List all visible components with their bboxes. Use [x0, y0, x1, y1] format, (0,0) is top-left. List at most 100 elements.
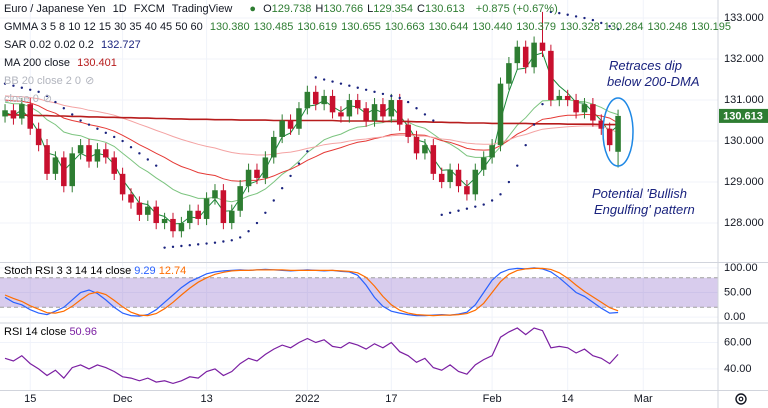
- indicator-line: [4, 267, 619, 317]
- x-tick-label: Feb: [483, 393, 502, 405]
- candle-body: [103, 149, 109, 158]
- sar-dot: [188, 243, 191, 247]
- candle-body: [371, 104, 378, 121]
- candle-body: [245, 169, 252, 187]
- candle-body: [111, 157, 117, 174]
- candle-body: [119, 173, 126, 195]
- gmma-line: [4, 95, 619, 156]
- sar-dot: [448, 211, 452, 214]
- sar-dot: [222, 240, 225, 243]
- sar-dot: [71, 113, 74, 116]
- ohlc-label: L: [367, 3, 374, 15]
- ma-legend: MA 200 close 130.401: [4, 54, 735, 72]
- sar-dot: [423, 113, 427, 116]
- sar-dot: [96, 127, 99, 130]
- sar-dot: [79, 119, 82, 122]
- sar-dot: [306, 150, 309, 153]
- sar-dot: [264, 211, 267, 214]
- candle-body: [396, 100, 403, 125]
- sar-dot: [121, 139, 124, 143]
- candle-body: [480, 157, 487, 170]
- gmma-value: 130.485: [253, 21, 294, 33]
- stoch-title: Stoch RSI 3 3 14 14 close: [4, 265, 132, 277]
- stoch-legend: Stoch RSI 3 3 14 14 close 9.29 12.74: [4, 265, 186, 277]
- gmma-line: [4, 99, 619, 182]
- candle-body: [229, 210, 235, 224]
- candle-body: [44, 145, 50, 174]
- sar-dot: [608, 25, 611, 28]
- x-tick-label: Dec: [113, 393, 133, 405]
- sar-dot: [339, 82, 343, 85]
- header-row: Euro / Japanese Yen 1D FXCM TradingView …: [4, 0, 735, 18]
- candle-body: [270, 136, 277, 158]
- candle-body: [438, 173, 445, 183]
- candle-body: [262, 157, 269, 178]
- sar-dot: [507, 180, 511, 184]
- source: FXCM: [133, 3, 165, 15]
- gmma-legend: GMMA 3 5 8 10 12 15 30 35 40 45 50 60 13…: [4, 18, 735, 36]
- sar-dot: [415, 107, 418, 110]
- ma-name: MA 200 close: [4, 57, 71, 69]
- candle-body: [69, 153, 75, 187]
- candle-body: [556, 95, 563, 101]
- ohlc: O129.738 H130.766 L129.354 C130.613: [263, 3, 469, 15]
- sar-dot: [45, 94, 49, 98]
- sar-legend: SAR 0.02 0.02 0.2 132.727: [4, 36, 735, 54]
- hidden-legend: BB 20 close 2 0 ⊘: [4, 72, 735, 90]
- candle-body: [254, 169, 260, 178]
- gmma-value: 130.380: [209, 21, 250, 33]
- ohlc-label: C: [417, 3, 425, 15]
- candle-body: [606, 128, 613, 146]
- candle-body: [220, 190, 227, 224]
- sar-dot: [348, 84, 351, 87]
- candle-body: [136, 202, 143, 215]
- gmma-value: 130.644: [428, 21, 469, 33]
- settings-hub[interactable]: [738, 396, 744, 402]
- sar-dot: [154, 164, 158, 167]
- sar-dot: [583, 16, 586, 20]
- settings-icon[interactable]: [735, 393, 747, 405]
- ohlc-value: 130.766: [323, 3, 364, 15]
- sar-dot: [398, 96, 401, 100]
- candle-body: [539, 42, 546, 51]
- sar-dot: [364, 88, 368, 91]
- y-tick-label: 132.000: [724, 53, 764, 65]
- stoch-k-value: 9.29: [134, 265, 156, 277]
- marks-layer: [2, 10, 621, 385]
- candle-body: [203, 198, 210, 219]
- gmma-value: 130.379: [516, 21, 556, 33]
- eye-off-icon[interactable]: ⊘: [42, 93, 53, 105]
- eye-off-icon[interactable]: ⊘: [85, 75, 95, 87]
- gmma-value: 130.655: [341, 21, 381, 33]
- candle-body: [304, 91, 311, 109]
- candle-body: [388, 100, 395, 117]
- y-tick-label: 60.00: [724, 336, 752, 348]
- hidden-legend: close 0 ⊘: [4, 90, 735, 108]
- price-label: 130.613: [723, 110, 763, 122]
- ohlc-label: H: [315, 3, 324, 15]
- candle-body: [27, 104, 34, 129]
- candle-body: [346, 100, 353, 117]
- sar-dot: [516, 164, 519, 167]
- candle-body: [296, 108, 302, 129]
- candle-body: [128, 194, 134, 203]
- sar-dot: [104, 131, 108, 135]
- candle-body: [338, 112, 344, 117]
- candle-body: [472, 169, 479, 195]
- candle-body: [153, 206, 159, 224]
- settings-gear[interactable]: [735, 393, 747, 405]
- sar-dot: [373, 90, 376, 94]
- x-tick-label: 17: [385, 393, 397, 405]
- sar-dot: [381, 92, 385, 96]
- sar-dot: [87, 123, 91, 126]
- candle-body: [514, 46, 521, 64]
- candle-body: [522, 46, 529, 68]
- sar-dot: [138, 152, 141, 155]
- gmma-name: GMMA 3 5 8 10 12 15 30 35 40 45 50 60: [4, 21, 203, 33]
- sar-dot: [591, 18, 595, 22]
- stoch-d-value: 12.74: [158, 265, 187, 277]
- candle-body: [10, 110, 17, 119]
- change: +0.875 (+0.67%): [475, 3, 558, 15]
- candle-body: [52, 157, 59, 174]
- sar-dot: [196, 243, 200, 246]
